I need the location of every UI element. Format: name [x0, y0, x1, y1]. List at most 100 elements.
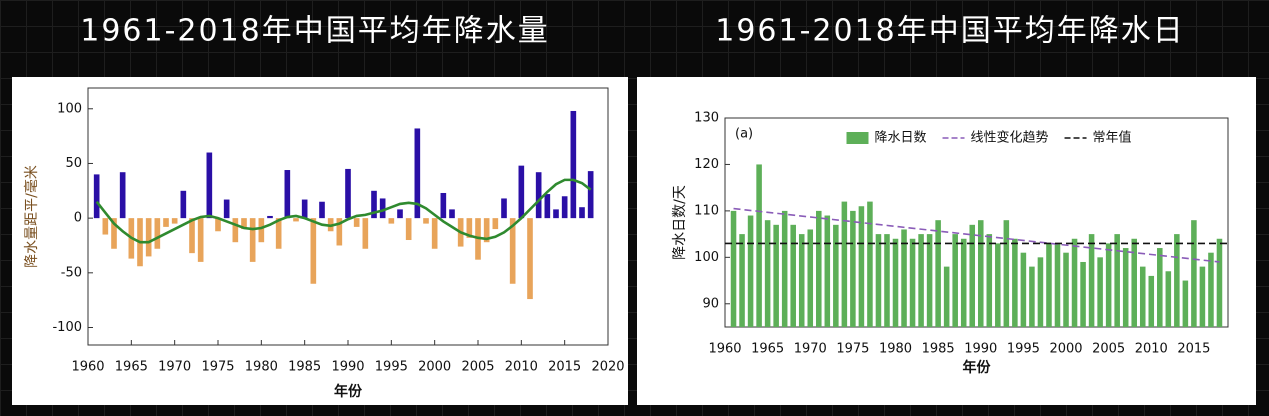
bar — [867, 201, 873, 327]
bar — [189, 218, 195, 254]
x-tick-label: 1975 — [836, 342, 869, 357]
bar — [747, 215, 754, 327]
bar — [960, 238, 967, 327]
bar — [995, 243, 1001, 327]
x-tick-label: 1995 — [1007, 342, 1040, 357]
bar — [1037, 257, 1044, 327]
bar — [518, 165, 525, 219]
bar — [1003, 220, 1010, 327]
bar — [301, 199, 308, 219]
bar — [1080, 261, 1086, 327]
bar — [909, 238, 916, 327]
bar — [405, 218, 412, 241]
bar — [1071, 238, 1078, 327]
bar — [232, 218, 239, 243]
bar — [952, 234, 958, 327]
bar — [111, 218, 117, 249]
y-tick-label: -50 — [61, 265, 82, 280]
bar — [388, 218, 395, 224]
bar — [1046, 243, 1052, 327]
bar — [440, 192, 447, 219]
bar — [901, 229, 907, 327]
y-axis-label: 降水量距平/毫米 — [23, 165, 40, 268]
bar — [241, 218, 247, 230]
bar — [293, 218, 299, 222]
x-tick-label: 1995 — [375, 360, 408, 375]
bar — [466, 218, 473, 238]
x-tick-label: 1980 — [245, 360, 278, 375]
x-tick-label: 2010 — [505, 360, 538, 375]
line-series — [95, 178, 592, 244]
bar — [215, 218, 221, 232]
bar — [918, 234, 924, 327]
bar — [1029, 266, 1035, 327]
bar — [816, 210, 822, 327]
bar — [275, 218, 282, 249]
plot-frame — [724, 117, 1229, 328]
bar — [267, 215, 273, 219]
x-tick-label: 1980 — [879, 342, 912, 357]
bar — [798, 234, 805, 327]
bar — [969, 224, 976, 327]
bar — [1191, 220, 1197, 327]
bar — [483, 218, 490, 243]
bar — [1216, 238, 1223, 327]
bar — [397, 209, 403, 219]
y-tick-label: -100 — [52, 320, 82, 335]
y-tick-label: 130 — [694, 111, 719, 126]
bar — [773, 224, 779, 327]
bar — [501, 198, 507, 219]
bar — [1182, 280, 1189, 327]
bar — [1131, 238, 1137, 327]
bar — [414, 128, 421, 219]
bar — [553, 209, 559, 219]
left-panel — [12, 77, 628, 405]
bar — [807, 229, 814, 327]
bar — [353, 218, 360, 227]
bar — [1097, 257, 1103, 327]
x-tick-label: 1965 — [115, 360, 148, 375]
x-tick-label: 2015 — [548, 360, 581, 375]
x-axis-label: 年份 — [963, 359, 992, 376]
x-tick-label: 2000 — [418, 360, 451, 375]
bar — [1088, 234, 1095, 327]
legend-label: 常年值 — [1093, 130, 1132, 146]
chart-title: 1961-2018年中国平均年降水日 — [715, 14, 1185, 49]
bar — [1157, 248, 1163, 327]
y-tick-label: 50 — [65, 156, 82, 171]
bar — [739, 234, 745, 327]
bar — [345, 168, 351, 219]
bar — [336, 218, 343, 246]
bar — [756, 164, 762, 327]
bar — [379, 198, 386, 219]
y-tick-label: 100 — [57, 101, 82, 116]
bar — [154, 218, 161, 249]
y-tick-label: 110 — [694, 203, 719, 218]
y-tick-label: 90 — [702, 296, 719, 311]
bar — [790, 224, 796, 327]
bar — [284, 170, 291, 219]
bar — [171, 218, 178, 224]
x-tick-label: 1985 — [288, 360, 321, 375]
bar — [858, 206, 865, 327]
bar — [892, 238, 899, 327]
bar — [527, 218, 533, 300]
bar — [841, 201, 848, 327]
y-tick-label: 0 — [74, 211, 82, 226]
x-tick-label: 2000 — [1049, 342, 1082, 357]
bar — [1199, 266, 1206, 327]
x-tick-label: 2015 — [1177, 342, 1210, 357]
bar — [431, 218, 438, 249]
bar — [319, 201, 325, 219]
x-tick-label: 1970 — [794, 342, 827, 357]
bar — [926, 234, 933, 327]
bar — [423, 218, 429, 224]
bar — [362, 218, 369, 249]
x-axis-label: 年份 — [334, 383, 363, 400]
line-series — [733, 207, 1220, 263]
bar — [1054, 243, 1061, 327]
bar — [119, 172, 126, 219]
bar — [875, 234, 882, 327]
